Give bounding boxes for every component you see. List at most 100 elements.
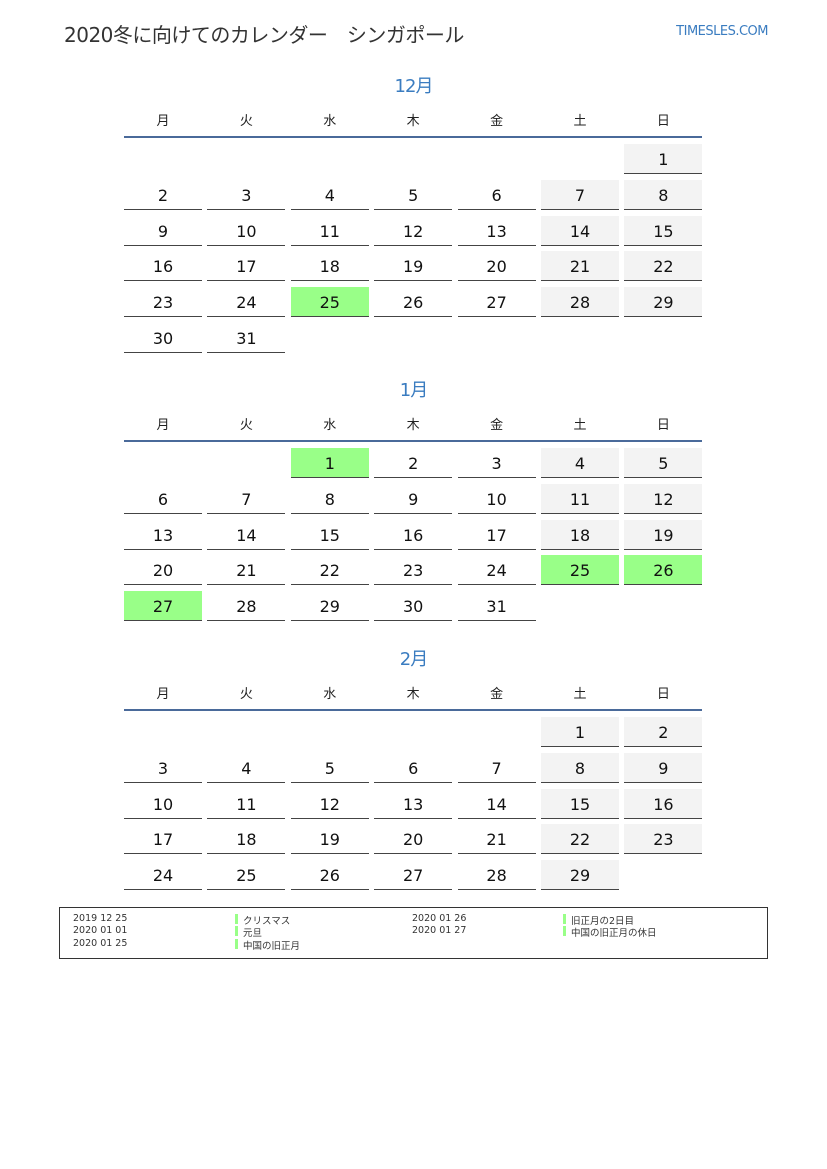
day-cell[interactable]: 30: [124, 323, 202, 353]
day-cell[interactable]: 26: [374, 287, 453, 318]
day-cell[interactable]: 23: [624, 824, 703, 855]
day-cell[interactable]: 21: [541, 251, 619, 282]
day-cell[interactable]: 28: [457, 860, 536, 891]
weekday-header: 月: [156, 687, 170, 702]
day-cell[interactable]: 7: [207, 484, 286, 514]
day-cell[interactable]: 2: [624, 717, 703, 747]
day-cell[interactable]: 1: [290, 448, 369, 478]
day-cell[interactable]: 16: [124, 251, 202, 282]
day-cell[interactable]: 12: [290, 789, 369, 819]
day-cell[interactable]: 20: [457, 251, 536, 282]
day-cell[interactable]: 13: [374, 789, 453, 819]
header-rule: [124, 136, 702, 138]
day-cell[interactable]: 25: [541, 555, 619, 586]
day-cell[interactable]: 5: [374, 180, 453, 210]
day-cell[interactable]: 2: [374, 448, 453, 478]
day-cell[interactable]: 9: [374, 484, 453, 514]
day-cell[interactable]: 28: [541, 287, 619, 318]
day-cell[interactable]: 12: [374, 216, 453, 246]
day-cell[interactable]: 1: [541, 717, 619, 747]
day-cell[interactable]: 11: [207, 789, 286, 819]
day-cell[interactable]: 21: [207, 555, 286, 586]
day-cell[interactable]: 15: [624, 215, 703, 246]
day-cell[interactable]: 4: [541, 448, 619, 478]
day-cell[interactable]: 5: [290, 753, 369, 783]
day-cell[interactable]: 29: [541, 860, 619, 891]
holiday-color-marker: [235, 914, 238, 924]
day-cell[interactable]: 13: [457, 216, 536, 246]
day-cell[interactable]: 25: [207, 860, 286, 891]
day-cell[interactable]: 24: [207, 287, 286, 318]
day-cell[interactable]: 9: [624, 752, 703, 783]
day-cell[interactable]: 22: [541, 824, 619, 855]
day-cell[interactable]: 27: [457, 287, 536, 318]
day-cell[interactable]: 3: [124, 753, 202, 783]
day-cell[interactable]: 18: [290, 251, 369, 282]
day-cell[interactable]: 10: [124, 789, 202, 819]
day-cell[interactable]: 23: [374, 555, 453, 586]
day-cell[interactable]: 10: [457, 484, 536, 514]
month-block: 2月月火水木金土日 1 2 3 4 5 6 7 8 9 10 11 12 13 14 15 16 17 18 19 20…: [0, 645, 827, 935]
day-cell[interactable]: 20: [374, 824, 453, 855]
day-cell[interactable]: 1: [624, 144, 703, 174]
day-cell[interactable]: 14: [457, 789, 536, 819]
day-cell[interactable]: 16: [374, 520, 453, 550]
day-cell[interactable]: 18: [541, 519, 619, 550]
day-cell[interactable]: 22: [290, 555, 369, 586]
day-cell[interactable]: 25: [290, 287, 369, 318]
day-cell[interactable]: 24: [124, 860, 202, 891]
day-cell[interactable]: 31: [457, 591, 536, 622]
day-cell[interactable]: 6: [374, 753, 453, 783]
day-cell[interactable]: 13: [124, 520, 202, 550]
day-cell[interactable]: 28: [207, 591, 286, 622]
day-cell[interactable]: 15: [290, 520, 369, 550]
day-cell[interactable]: 8: [541, 752, 619, 783]
day-cell[interactable]: 19: [624, 519, 703, 550]
day-cell[interactable]: 12: [624, 483, 703, 514]
day-cell[interactable]: 30: [374, 591, 453, 622]
weekday-header: 木: [406, 418, 420, 433]
day-cell[interactable]: 18: [207, 824, 286, 855]
day-cell[interactable]: 23: [124, 287, 202, 318]
day-cell[interactable]: 8: [290, 484, 369, 514]
day-cell[interactable]: 11: [290, 216, 369, 246]
day-cell[interactable]: 15: [541, 788, 619, 819]
day-cell[interactable]: 27: [124, 591, 202, 622]
day-cell[interactable]: 2: [124, 180, 202, 210]
day-cell[interactable]: 7: [457, 753, 536, 783]
day-cell[interactable]: 19: [374, 251, 453, 282]
day-cell[interactable]: 26: [624, 555, 703, 586]
day-cell[interactable]: 21: [457, 824, 536, 855]
day-cell[interactable]: 11: [541, 483, 619, 514]
day-cell[interactable]: 26: [290, 860, 369, 891]
day-cell[interactable]: 19: [290, 824, 369, 855]
day-cell[interactable]: 5: [624, 448, 703, 478]
day-cell[interactable]: 8: [624, 179, 703, 210]
weekday-header: 月: [156, 418, 170, 433]
day-cell[interactable]: 9: [124, 216, 202, 246]
day-cell[interactable]: 3: [457, 448, 536, 478]
day-cell[interactable]: 4: [207, 753, 286, 783]
day-cell[interactable]: 4: [290, 180, 369, 210]
site-link[interactable]: TIMESLES.COM: [676, 24, 768, 39]
day-cell[interactable]: 17: [457, 520, 536, 550]
month-title: 2月: [399, 649, 428, 670]
day-cell[interactable]: 22: [624, 251, 703, 282]
day-cell[interactable]: 14: [541, 215, 619, 246]
day-cell[interactable]: 17: [207, 251, 286, 282]
day-cell[interactable]: 24: [457, 555, 536, 586]
legend-holiday-name: 旧正月の2日目: [571, 916, 635, 927]
day-cell[interactable]: 17: [124, 824, 202, 855]
day-cell[interactable]: 7: [541, 179, 619, 210]
day-cell[interactable]: 27: [374, 860, 453, 891]
day-cell[interactable]: 3: [207, 180, 286, 210]
day-cell[interactable]: 29: [290, 591, 369, 622]
day-cell[interactable]: 10: [207, 216, 286, 246]
day-cell[interactable]: 6: [124, 484, 202, 514]
day-cell[interactable]: 6: [457, 180, 536, 210]
day-cell[interactable]: 31: [207, 323, 286, 353]
day-cell[interactable]: 14: [207, 520, 286, 550]
day-cell[interactable]: 16: [624, 788, 703, 819]
day-cell[interactable]: 20: [124, 555, 202, 586]
day-cell[interactable]: 29: [624, 287, 703, 318]
